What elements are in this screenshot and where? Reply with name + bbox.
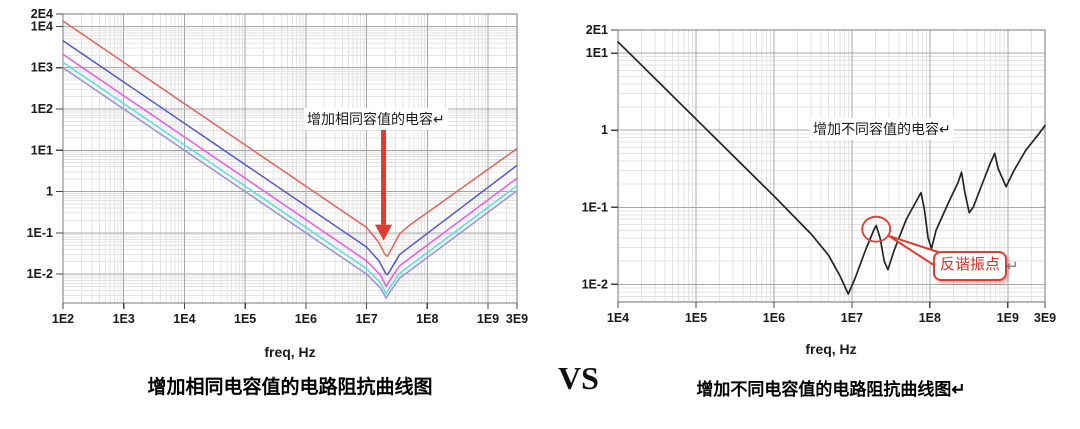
svg-text:1E5: 1E5 bbox=[685, 311, 707, 325]
right-chart-annotation: 增加不同容值的电容↵ bbox=[810, 118, 954, 140]
svg-text:1E8: 1E8 bbox=[919, 311, 941, 325]
svg-text:3E9: 3E9 bbox=[506, 312, 528, 326]
svg-text:2E4: 2E4 bbox=[31, 7, 53, 21]
svg-text:1E2: 1E2 bbox=[31, 102, 53, 116]
svg-text:1E3: 1E3 bbox=[113, 312, 135, 326]
svg-text:1E5: 1E5 bbox=[234, 312, 256, 326]
vs-label: VS bbox=[558, 360, 599, 396]
svg-text:1E9: 1E9 bbox=[997, 311, 1019, 325]
svg-text:1E7: 1E7 bbox=[841, 311, 863, 325]
svg-text:1E6: 1E6 bbox=[763, 311, 785, 325]
svg-text:3E9: 3E9 bbox=[1034, 311, 1056, 325]
left-chart-caption: 增加相同电容值的电路阻抗曲线图 bbox=[147, 377, 433, 398]
svg-text:1E4: 1E4 bbox=[31, 19, 53, 33]
svg-text:1E1: 1E1 bbox=[31, 143, 53, 157]
svg-text:1E2: 1E2 bbox=[52, 312, 74, 326]
left-x-axis-label: freq, Hz bbox=[264, 344, 316, 360]
svg-text:1E9: 1E9 bbox=[477, 312, 499, 326]
svg-text:1: 1 bbox=[601, 123, 608, 137]
svg-text:1E4: 1E4 bbox=[607, 311, 629, 325]
left-chart-annotation: 增加相同容值的电容↵ bbox=[304, 108, 448, 130]
svg-text:1E4: 1E4 bbox=[173, 312, 195, 326]
right-x-axis-label: freq, Hz bbox=[805, 341, 857, 357]
svg-text:1E3: 1E3 bbox=[31, 61, 53, 75]
svg-text:1E-2: 1E-2 bbox=[27, 267, 53, 281]
callout-return-mark: ↵ bbox=[1006, 259, 1019, 275]
anti-resonance-callout: 反谐振点 bbox=[933, 251, 1007, 281]
svg-text:1E-1: 1E-1 bbox=[27, 226, 53, 240]
svg-text:1E-1: 1E-1 bbox=[582, 200, 608, 214]
right-chart-caption: 增加不同电容值的电路阻抗曲线图↵ bbox=[696, 380, 966, 399]
svg-text:1E1: 1E1 bbox=[586, 46, 608, 60]
svg-text:1E8: 1E8 bbox=[416, 312, 438, 326]
svg-text:1E7: 1E7 bbox=[355, 312, 377, 326]
svg-text:1: 1 bbox=[46, 185, 53, 199]
svg-text:1E-2: 1E-2 bbox=[582, 277, 608, 291]
svg-text:2E1: 2E1 bbox=[586, 23, 608, 37]
svg-text:1E6: 1E6 bbox=[295, 312, 317, 326]
